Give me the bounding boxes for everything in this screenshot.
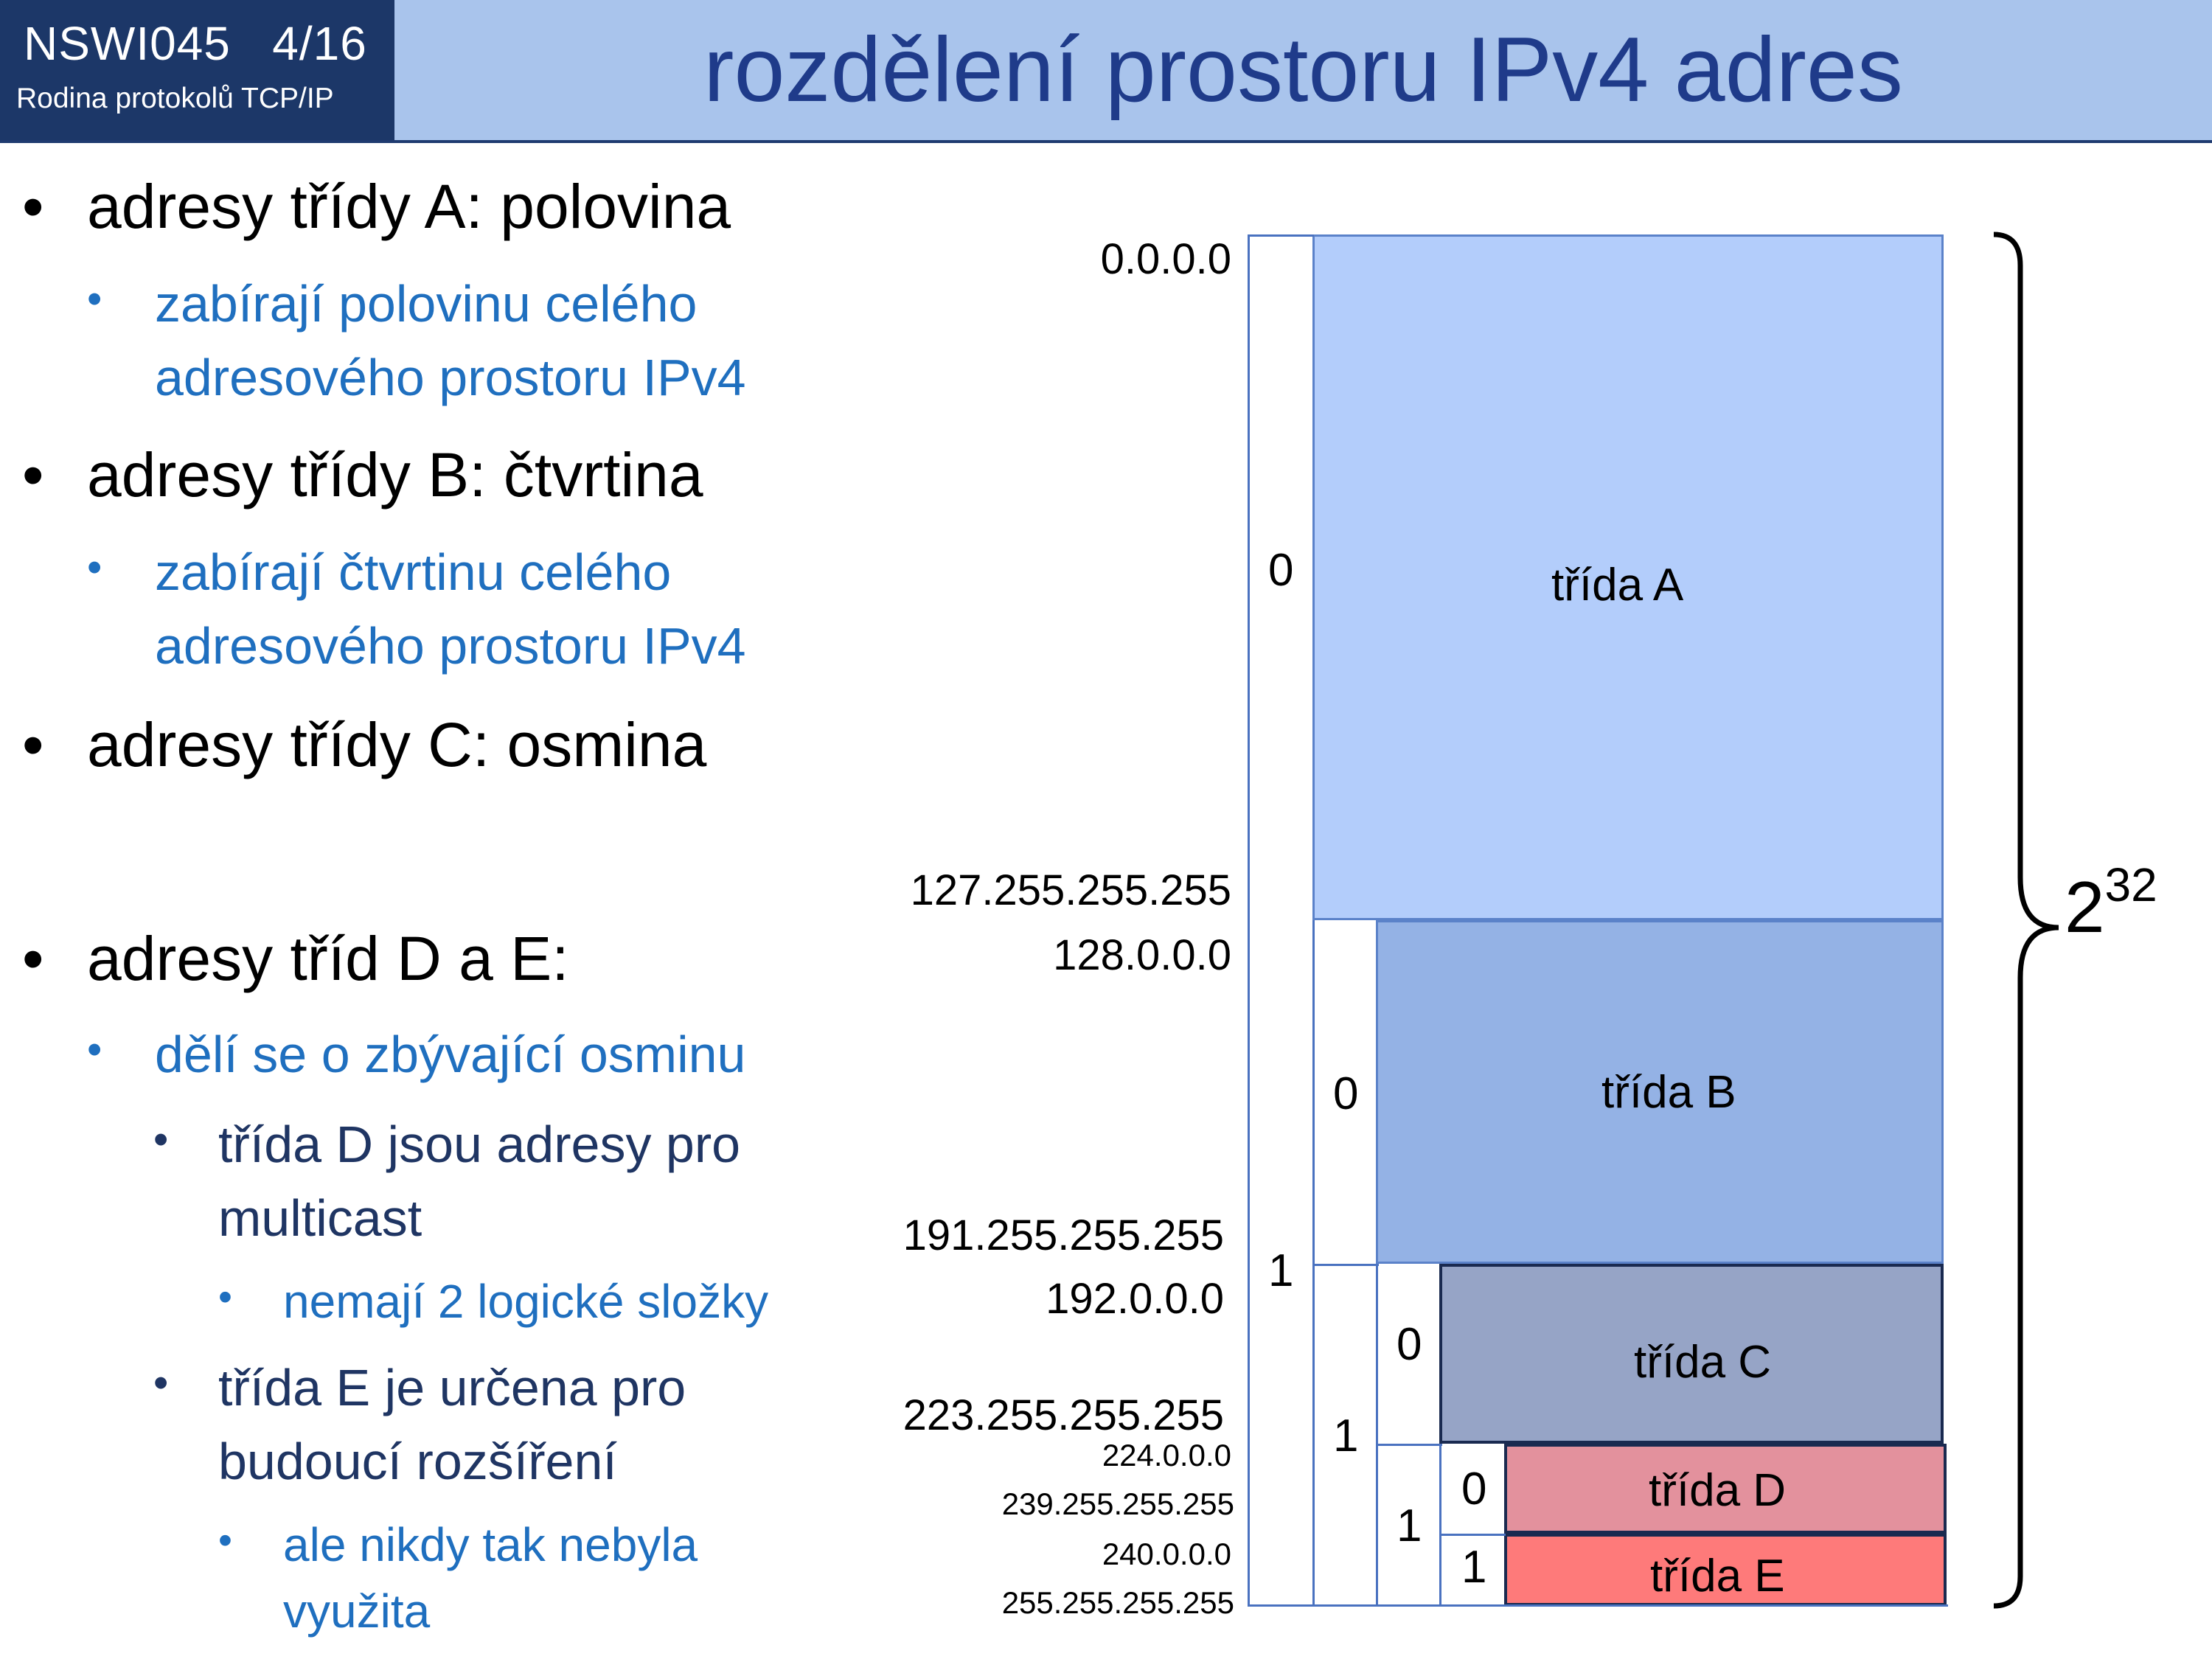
bullet-dot: • — [22, 710, 44, 779]
class-a-block — [1312, 234, 1944, 920]
bullet-class-a-sub-2: adresového prostoru IPv4 — [155, 349, 746, 406]
bit-label: 0 — [1333, 1068, 1359, 1119]
bullet-class-d-2: multicast — [218, 1189, 422, 1247]
bullet-dot: • — [153, 1116, 169, 1164]
address-b-start: 128.0.0.0 — [1053, 931, 1231, 979]
bullet-dot: • — [22, 172, 44, 241]
course-badge: NSWI045 4/16 Rodina protokolů TCP/IP — [0, 0, 394, 140]
class-d-block — [1504, 1444, 1947, 1534]
course-name: Rodina protokolů TCP/IP — [16, 83, 334, 114]
bit-label: 1 — [1268, 1245, 1294, 1296]
course-code-line: NSWI045 4/16 — [24, 16, 367, 71]
tree-line — [1312, 1264, 1379, 1266]
bullet-class-c: adresy třídy C: osmina — [87, 710, 707, 779]
bullet-dot: • — [218, 1275, 232, 1319]
class-c-block — [1439, 1264, 1944, 1444]
tree-line — [1312, 920, 1315, 1606]
bullet-dot: • — [218, 1518, 232, 1562]
bullet-class-e-sub-1: ale nikdy tak nebyla — [283, 1518, 698, 1571]
bullet-dot: • — [153, 1359, 169, 1407]
bullet-class-d-sub: nemají 2 logické složky — [283, 1275, 769, 1328]
bullet-class-e-2: budoucí rozšíření — [218, 1433, 617, 1490]
bullet-dot: • — [87, 1026, 102, 1074]
page-number: 4/16 — [272, 17, 367, 70]
tree-line — [1376, 1444, 1442, 1446]
bullet-dot: • — [22, 924, 44, 993]
tree-line — [1439, 1534, 1506, 1536]
bullet-dot: • — [22, 440, 44, 509]
bullet-class-e-sub-2: využita — [283, 1585, 431, 1638]
tree-line — [1248, 234, 1250, 1606]
tree-line — [1248, 234, 1314, 237]
tree-line — [1376, 1264, 1378, 1606]
bullet-class-b-sub-1: zabírají čtvrtinu celého — [155, 543, 672, 601]
bullet-class-de-sub: dělí se o zbývající osminu — [155, 1026, 746, 1083]
class-b-block — [1376, 920, 1944, 1264]
tree-line — [1248, 1604, 1948, 1607]
bit-label: 0 — [1397, 1319, 1422, 1370]
bit-label: 0 — [1268, 545, 1294, 596]
class-c-label: třída C — [1634, 1337, 1772, 1388]
slide-header: NSWI045 4/16 Rodina protokolů TCP/IP roz… — [0, 0, 2212, 143]
total-base: 2 — [2065, 866, 2105, 947]
bullet-class-de: adresy tříd D a E: — [87, 924, 569, 993]
bullet-class-b-sub-2: adresového prostoru IPv4 — [155, 617, 746, 675]
bullet-dot: • — [87, 543, 102, 591]
total-size: 232 — [2065, 858, 2157, 949]
course-code: NSWI045 — [24, 17, 231, 70]
bullet-class-a-sub-1: zabírají polovinu celého — [155, 275, 698, 333]
address-a-end: 127.255.255.255 — [910, 866, 1231, 914]
class-b-label: třída B — [1601, 1067, 1736, 1118]
class-e-block — [1504, 1534, 1947, 1606]
bit-label: 1 — [1461, 1542, 1487, 1593]
total-exponent: 32 — [2104, 858, 2157, 911]
address-c-start: 192.0.0.0 — [1046, 1275, 1224, 1323]
bit-label: 1 — [1397, 1500, 1422, 1551]
bullet-class-e-1: třída E je určena pro — [218, 1359, 686, 1416]
bullet-class-d-1: třída D jsou adresy pro — [218, 1116, 741, 1173]
tree-line — [1439, 1444, 1441, 1606]
address-e-end: 255.255.255.255 — [1001, 1585, 1234, 1620]
class-e-label: třída E — [1650, 1551, 1785, 1601]
bullet-class-b: adresy třídy B: čtvrtina — [87, 440, 703, 509]
bullet-dot: • — [87, 275, 102, 323]
address-d-start: 224.0.0.0 — [1102, 1438, 1231, 1472]
slide-title: rozdělení prostoru IPv4 adres — [703, 19, 1903, 121]
class-a-label: třída A — [1551, 560, 1684, 611]
address-c-end: 223.255.255.255 — [902, 1391, 1224, 1439]
bullet-class-a: adresy třídy A: polovina — [87, 172, 731, 241]
address-e-start: 240.0.0.0 — [1102, 1537, 1231, 1571]
address-d-end: 239.255.255.255 — [1001, 1486, 1234, 1521]
bit-label: 0 — [1461, 1464, 1487, 1514]
address-b-end: 191.255.255.255 — [902, 1211, 1224, 1259]
bit-label: 1 — [1333, 1411, 1359, 1461]
class-d-label: třída D — [1649, 1465, 1787, 1516]
address-a-start: 0.0.0.0 — [1100, 235, 1231, 283]
total-brace — [1993, 232, 2059, 1609]
